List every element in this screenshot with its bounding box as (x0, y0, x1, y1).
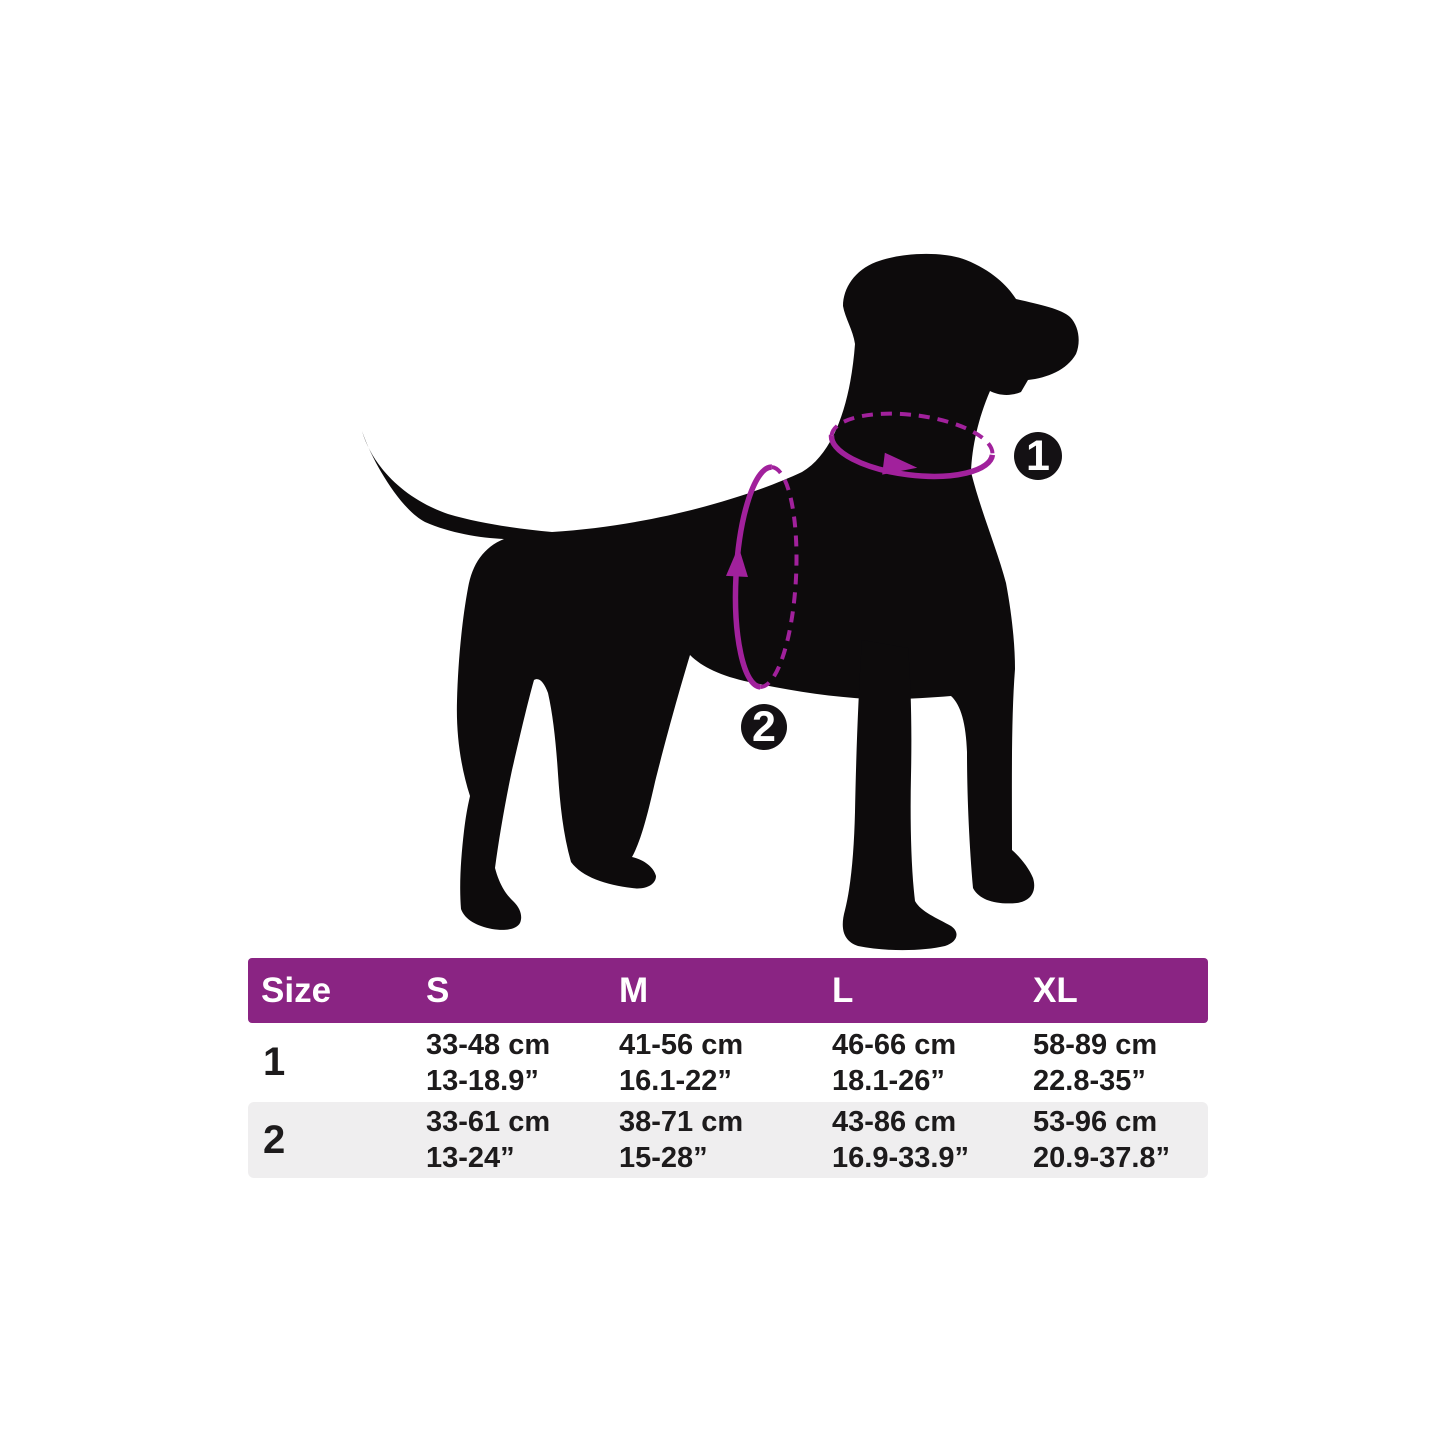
measurement-cell: 46-66 cm 18.1-26” (819, 1023, 1020, 1102)
header-cell-m: M (619, 970, 649, 1010)
marker-badge-chest: 2 (741, 704, 787, 750)
value-inch: 22.8-35” (1033, 1064, 1146, 1097)
value-inch: 13-24” (426, 1142, 515, 1174)
value-cm: 41-56 cm (619, 1028, 744, 1061)
value-inch: 13-18.9” (426, 1064, 539, 1097)
value-cm: 43-86 cm (832, 1106, 957, 1138)
value-inch: 20.9-37.8” (1033, 1142, 1171, 1174)
neck-girth-solid-arc (828, 434, 996, 480)
neck-measure-arrow-icon (882, 452, 918, 475)
marker-badge-label: 1 (1026, 431, 1050, 480)
dog-silhouette (362, 253, 1079, 930)
header-cell-xl: XL (1033, 970, 1078, 1010)
value-cm: 58-89 cm (1033, 1028, 1158, 1061)
size-table: Size S M L XL 1 33-48 cm 13-18.9” 41-56 … (248, 958, 1208, 1178)
measurement-cell: 53-96 cm 20.9-37.8” (1020, 1102, 1208, 1178)
marker-badge-neck: 1 (1014, 432, 1062, 480)
value-inch: 16.1-22” (619, 1064, 732, 1097)
header-cell-l: L (832, 970, 854, 1010)
value-inch: 15-28” (619, 1142, 708, 1174)
size-table-row-1: 1 33-48 cm 13-18.9” 41-56 cm 16.1-22” 46… (248, 1023, 1208, 1102)
measurement-cell: 38-71 cm 15-28” (606, 1102, 819, 1178)
size-table-header-row: Size S M L XL (248, 958, 1208, 1023)
chest-girth-dashed-arc (760, 465, 799, 689)
size-table-row-2: 2 33-61 cm 13-24” 38-71 cm 15-28” 43-86 … (248, 1102, 1208, 1178)
chest-measure-arrow-icon (726, 546, 748, 578)
value-cm: 38-71 cm (619, 1106, 744, 1138)
value-cm: 33-61 cm (426, 1106, 551, 1138)
neck-girth-indicator (828, 411, 996, 480)
measurement-cell: 41-56 cm 16.1-22” (606, 1023, 819, 1102)
value-cm: 33-48 cm (426, 1028, 551, 1061)
value-cm: 46-66 cm (832, 1028, 957, 1061)
measurement-cell: 43-86 cm 16.9-33.9” (819, 1102, 1020, 1178)
header-cell-s: S (426, 970, 450, 1010)
value-inch: 16.9-33.9” (832, 1142, 970, 1174)
chest-girth-indicator (726, 464, 799, 690)
header-cell-size: Size (261, 970, 332, 1010)
row-label: 2 (263, 1117, 286, 1162)
dog-silhouette-far-front-leg (842, 640, 957, 951)
value-cm: 53-96 cm (1033, 1106, 1158, 1138)
measurement-cell: 33-48 cm 13-18.9” (413, 1023, 606, 1102)
row-label: 1 (263, 1040, 286, 1084)
value-inch: 18.1-26” (832, 1064, 945, 1097)
marker-badge-label: 2 (752, 702, 776, 751)
measurement-cell: 58-89 cm 22.8-35” (1020, 1023, 1208, 1102)
measurement-cell: 33-61 cm 13-24” (413, 1102, 606, 1178)
